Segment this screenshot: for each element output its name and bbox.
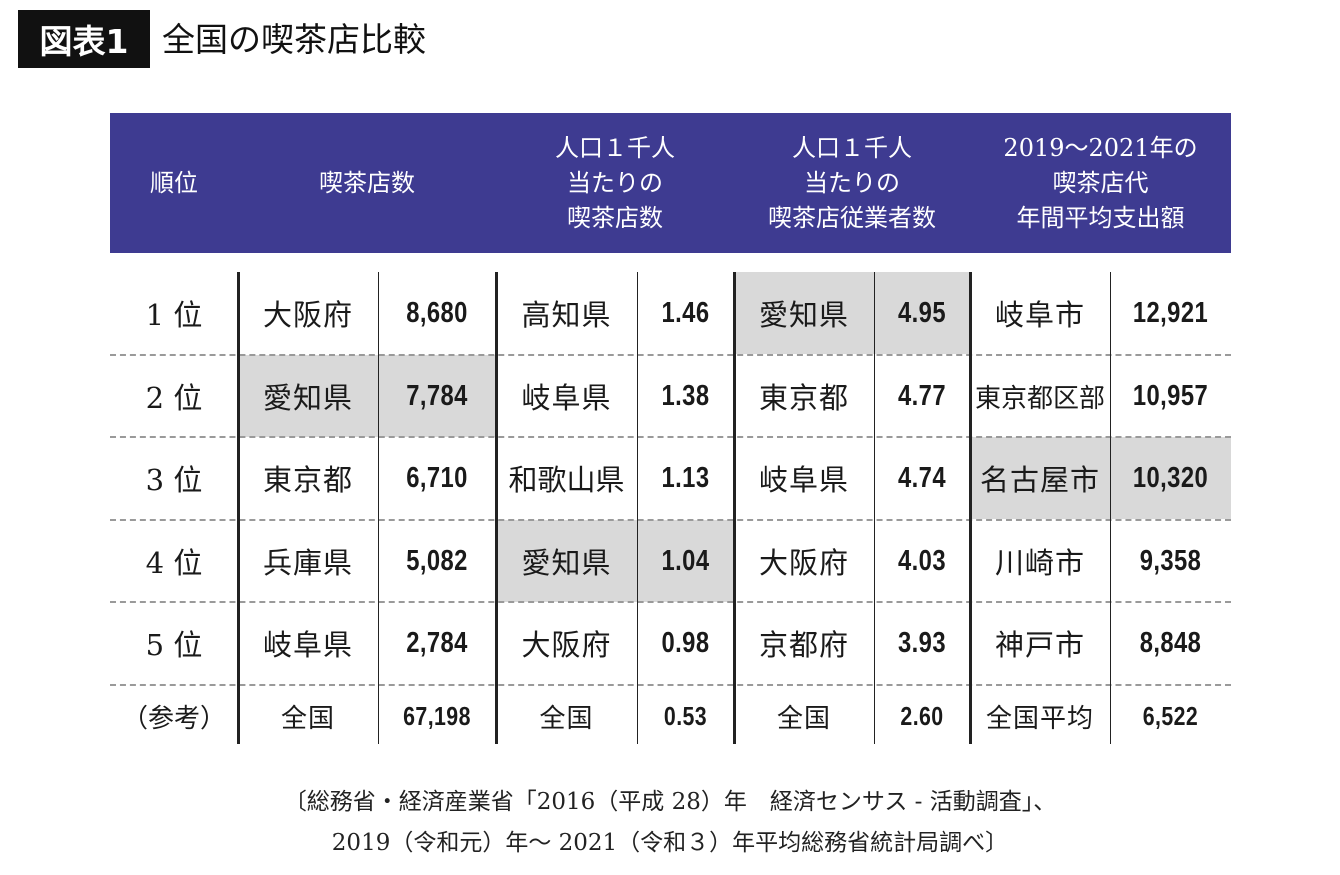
employees-name-cell: 東京都: [758, 381, 849, 415]
percapita-name-cell: 高知県: [521, 298, 612, 332]
employees-value-cell: 2.60: [900, 700, 944, 731]
employees-name-cell: 京都府: [758, 628, 849, 662]
employees-value-cell: 3.93: [898, 626, 946, 659]
group-divider: [495, 272, 498, 744]
group-divider: [969, 272, 972, 744]
stores-value-cell: 67,198: [403, 700, 471, 731]
group-divider: [733, 272, 736, 744]
employees-value-cell: 4.95: [898, 296, 946, 329]
table-header: 順位 喫茶店数 人口１千人 当たりの 喫茶店数 人口１千人 当たりの 喫茶店従業…: [110, 113, 1231, 253]
percapita-value-cell: 1.38: [661, 379, 710, 412]
spending-value-cell: 12,921: [1132, 296, 1209, 329]
group-divider: [237, 272, 240, 744]
percapita-name-cell: 和歌山県: [508, 463, 625, 497]
figure-label: 図表1: [18, 10, 150, 68]
source-note-line2: 2019（令和元）年〜 2021（令和３）年平均総務省統計局調べ〕: [331, 830, 1009, 856]
spending-name-cell: 岐阜市: [994, 298, 1085, 332]
spending-name-cell: 東京都区部: [974, 383, 1105, 414]
column-divider: [874, 272, 875, 744]
stores-value-cell: 2,784: [406, 626, 468, 659]
header-stores: 喫茶店数: [319, 168, 415, 197]
row-divider: [110, 354, 1231, 356]
percapita-name-cell: 岐阜県: [521, 381, 612, 415]
stores-name-cell: 全国: [280, 703, 335, 734]
rank-cell: 3 位: [145, 463, 203, 497]
percapita-value-cell: 0.53: [663, 700, 708, 731]
percapita-value-cell: 1.13: [661, 461, 710, 494]
employees-name-cell: 大阪府: [758, 546, 849, 580]
rank-cell: 4 位: [145, 546, 203, 580]
percapita-name-cell: 全国: [539, 703, 594, 734]
highlight-percapita-aichi: [496, 520, 734, 602]
stores-name-cell: 大阪府: [262, 298, 353, 332]
rank-cell: 2 位: [145, 381, 203, 415]
stores-value-cell: 5,082: [406, 544, 468, 577]
highlight-spending-nagoya: [970, 437, 1231, 519]
stores-value-cell: 8,680: [406, 296, 468, 329]
header-spending: 2019〜2021年の 喫茶店代 年間平均支出額: [1003, 133, 1198, 232]
percapita-name-cell: 愛知県: [521, 546, 612, 580]
stores-name-cell: 兵庫県: [262, 546, 353, 580]
column-divider: [637, 272, 638, 744]
header-rank: 順位: [150, 168, 198, 197]
rank-cell: 5 位: [145, 628, 203, 662]
percapita-name-cell: 大阪府: [521, 628, 612, 662]
figure-title: 全国の喫茶店比較: [162, 20, 426, 59]
spending-value-cell: 8,848: [1139, 626, 1202, 659]
employees-value-cell: 4.77: [898, 379, 946, 412]
employees-name-cell: 愛知県: [758, 298, 849, 332]
spending-value-cell: 9,358: [1139, 544, 1202, 577]
rank-cell: 1 位: [145, 298, 203, 332]
spending-value-cell: 10,957: [1132, 379, 1209, 412]
column-divider: [1110, 272, 1111, 744]
stores-name-cell: 東京都: [262, 463, 353, 497]
column-divider: [378, 272, 379, 744]
source-note-line1: 〔総務省・経済産業省「2016（平成 28）年 経済センサス - 活動調査」、: [283, 789, 1057, 815]
employees-name-cell: 全国: [776, 703, 831, 734]
employees-name-cell: 岐阜県: [758, 463, 849, 497]
spending-name-cell: 全国平均: [985, 703, 1094, 734]
percapita-value-cell: 1.04: [661, 544, 710, 577]
row-divider: [110, 601, 1231, 603]
percapita-value-cell: 1.46: [661, 296, 710, 329]
header-per-capita-stores: 人口１千人 当たりの 喫茶店数: [555, 133, 675, 232]
highlight-stores-aichi: [238, 355, 496, 437]
spending-value-cell: 6,522: [1142, 700, 1199, 731]
spending-value-cell: 10,320: [1132, 461, 1209, 494]
rank-cell: （参考）: [121, 703, 226, 734]
highlight-employees-aichi: [734, 272, 970, 354]
row-divider: [110, 684, 1231, 686]
header-per-capita-employees: 人口１千人 当たりの 喫茶店従業者数: [768, 133, 936, 232]
row-divider: [110, 519, 1231, 521]
employees-value-cell: 4.74: [898, 461, 946, 494]
spending-name-cell: 川崎市: [994, 546, 1085, 580]
employees-value-cell: 4.03: [898, 544, 946, 577]
spending-name-cell: 名古屋市: [979, 463, 1100, 497]
stores-value-cell: 7,784: [406, 379, 468, 412]
row-divider: [110, 436, 1231, 438]
stores-name-cell: 岐阜県: [262, 628, 353, 662]
percapita-value-cell: 0.98: [661, 626, 710, 659]
stores-value-cell: 6,710: [406, 461, 468, 494]
stores-name-cell: 愛知県: [262, 381, 353, 415]
spending-name-cell: 神戸市: [994, 628, 1085, 662]
